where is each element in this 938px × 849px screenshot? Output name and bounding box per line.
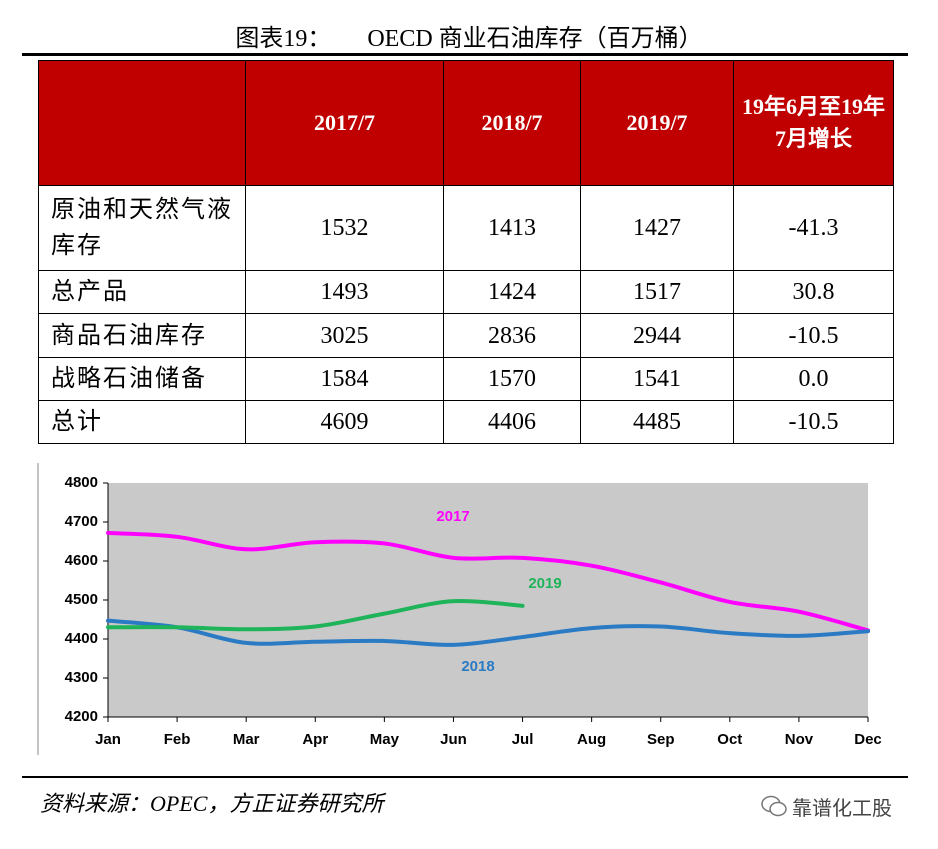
cell: 4485 xyxy=(580,400,734,444)
x-tick-label: Oct xyxy=(717,731,742,748)
header-cell: 2017/7 xyxy=(245,60,444,186)
header-cell xyxy=(38,60,246,186)
header-cell: 2018/7 xyxy=(443,60,581,186)
x-tick-label: Jul xyxy=(512,731,534,748)
cell: 1570 xyxy=(443,357,581,401)
x-tick-label: Aug xyxy=(577,731,606,748)
cell: 4406 xyxy=(443,400,581,444)
x-tick-label: Mar xyxy=(233,731,260,748)
cell: -10.5 xyxy=(733,313,894,358)
y-tick-label: 4400 xyxy=(65,630,98,647)
series-line xyxy=(106,598,525,632)
x-tick-label: Nov xyxy=(785,731,814,748)
table: 2017/7 2018/7 2019/7 19年6月至19年7月增长 原油和天然气液库存… xyxy=(38,60,894,444)
wechat-icon xyxy=(761,795,787,817)
source-note: 资料来源：OPEC，方正证券研究所 xyxy=(40,791,384,816)
cell: 1541 xyxy=(580,357,734,401)
cell: 0.0 xyxy=(733,357,894,401)
series-line xyxy=(106,530,870,633)
cell: 1532 xyxy=(245,185,444,271)
cell: -10.5 xyxy=(733,400,894,444)
chart: 4200 4300 4400 4500 4600 4700 4800 Jan Feb Mar Apr… xyxy=(37,463,882,755)
watermark: 靠谱化工股 xyxy=(792,796,892,820)
x-tick-label: May xyxy=(370,731,400,748)
header-cell: 19年6月至19年7月增长 xyxy=(733,60,894,186)
row-label: 商品石油库存 xyxy=(38,313,246,358)
row-label: 原油和天然气液库存 xyxy=(38,185,246,271)
cell: 1424 xyxy=(443,270,581,314)
table-row: 战略石油储备 1584 1570 1541 0.0 xyxy=(38,357,894,401)
series-label: 2017 xyxy=(436,508,469,525)
cell: 4609 xyxy=(245,400,444,444)
cell: 1584 xyxy=(245,357,444,401)
cell: 1413 xyxy=(443,185,581,271)
table-row: 商品石油库存 3025 2836 2944 -10.5 xyxy=(38,313,894,358)
row-label: 战略石油储备 xyxy=(38,357,246,401)
row-label: 总计 xyxy=(38,400,246,444)
cell: -41.3 xyxy=(733,185,894,271)
cell: 1493 xyxy=(245,270,444,314)
plot-area xyxy=(108,483,868,717)
y-tick-label: 4200 xyxy=(65,708,98,725)
cell: 1517 xyxy=(580,270,734,314)
series-line xyxy=(106,618,870,647)
y-tick-label: 4300 xyxy=(65,669,98,686)
title-rule xyxy=(22,53,908,56)
x-tick-label: Sep xyxy=(647,731,675,748)
cell: 2944 xyxy=(580,313,734,358)
cell: 30.8 xyxy=(733,270,894,314)
x-tick-label: Dec xyxy=(854,731,882,748)
table-row: 总产品 1493 1424 1517 30.8 xyxy=(38,270,894,314)
source-rule xyxy=(22,776,908,778)
x-tick-label: Jun xyxy=(440,731,467,748)
cell: 2836 xyxy=(443,313,581,358)
series-label: 2018 xyxy=(461,658,494,675)
row-label: 总产品 xyxy=(38,270,246,314)
y-tick-label: 4700 xyxy=(65,513,98,530)
x-tick-label: Feb xyxy=(164,731,191,748)
y-tick-label: 4600 xyxy=(65,552,98,569)
cell: 1427 xyxy=(580,185,734,271)
cell: 3025 xyxy=(245,313,444,358)
y-tick-label: 4800 xyxy=(65,474,98,491)
header-cell: 2019/7 xyxy=(580,60,734,186)
figure-title: 图表19： OECD 商业石油库存（百万桶） xyxy=(235,26,703,52)
series-label: 2019 xyxy=(528,575,561,592)
table-row: 总计 4609 4406 4485 -10.5 xyxy=(38,400,894,444)
y-tick-label: 4500 xyxy=(65,591,98,608)
x-tick-label: Apr xyxy=(302,731,328,748)
table-row: 原油和天然气液库存 1532 1413 1427 -41.3 xyxy=(38,185,894,271)
x-tick-label: Jan xyxy=(95,731,121,748)
header-row: 2017/7 2018/7 2019/7 19年6月至19年7月增长 xyxy=(38,60,894,186)
